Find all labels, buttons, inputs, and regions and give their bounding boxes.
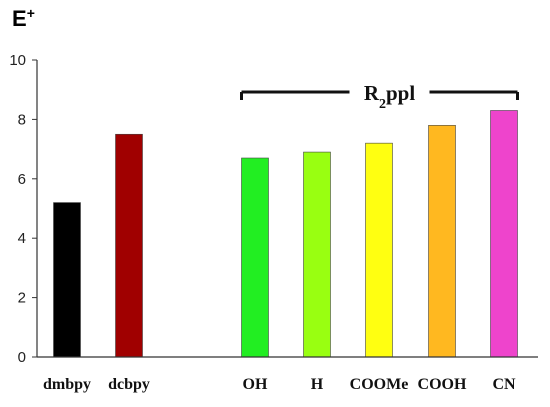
x-axis-category-labels: dmbpy dcbpy OH H COOMe COOH CN bbox=[43, 376, 516, 393]
x-category-label-h: H bbox=[311, 376, 324, 393]
x-category-label-cooh: COOH bbox=[418, 376, 467, 393]
group-label-rest: ppl bbox=[386, 81, 415, 105]
group-label-main: R bbox=[364, 81, 380, 105]
bar-cooh bbox=[428, 125, 456, 358]
x-category-label-oh: OH bbox=[243, 376, 268, 393]
bar-h bbox=[303, 151, 331, 358]
y-tick-label: 8 bbox=[18, 111, 26, 128]
bar-coome bbox=[365, 142, 393, 358]
y-tick-label: 6 bbox=[18, 171, 26, 188]
y-tick-label: 10 bbox=[9, 52, 26, 69]
group-bracket: R2ppl bbox=[240, 81, 519, 112]
y-axis-title-superscript: + bbox=[27, 5, 35, 21]
y-axis-title: E+ bbox=[12, 5, 35, 31]
y-tick-label: 4 bbox=[18, 230, 26, 247]
bar-series bbox=[53, 110, 518, 358]
bar-cn bbox=[490, 110, 518, 358]
x-category-label-dmbpy: dmbpy bbox=[43, 376, 91, 393]
y-tick-label: 0 bbox=[18, 349, 26, 366]
x-category-label-cn: CN bbox=[492, 376, 516, 393]
x-category-label-dcbpy: dcbpy bbox=[108, 376, 150, 393]
y-tick-label: 2 bbox=[18, 290, 26, 307]
group-label-subscript: 2 bbox=[379, 97, 386, 112]
bar-dmbpy bbox=[53, 202, 81, 358]
y-axis-ticks: 0 2 4 6 8 10 bbox=[9, 52, 37, 366]
group-label: R2ppl bbox=[364, 81, 416, 112]
bar-dcbpy bbox=[115, 133, 143, 358]
y-axis-title-main: E bbox=[12, 6, 27, 31]
bar-oh bbox=[241, 157, 269, 358]
x-category-label-coome: COOMe bbox=[350, 376, 409, 393]
